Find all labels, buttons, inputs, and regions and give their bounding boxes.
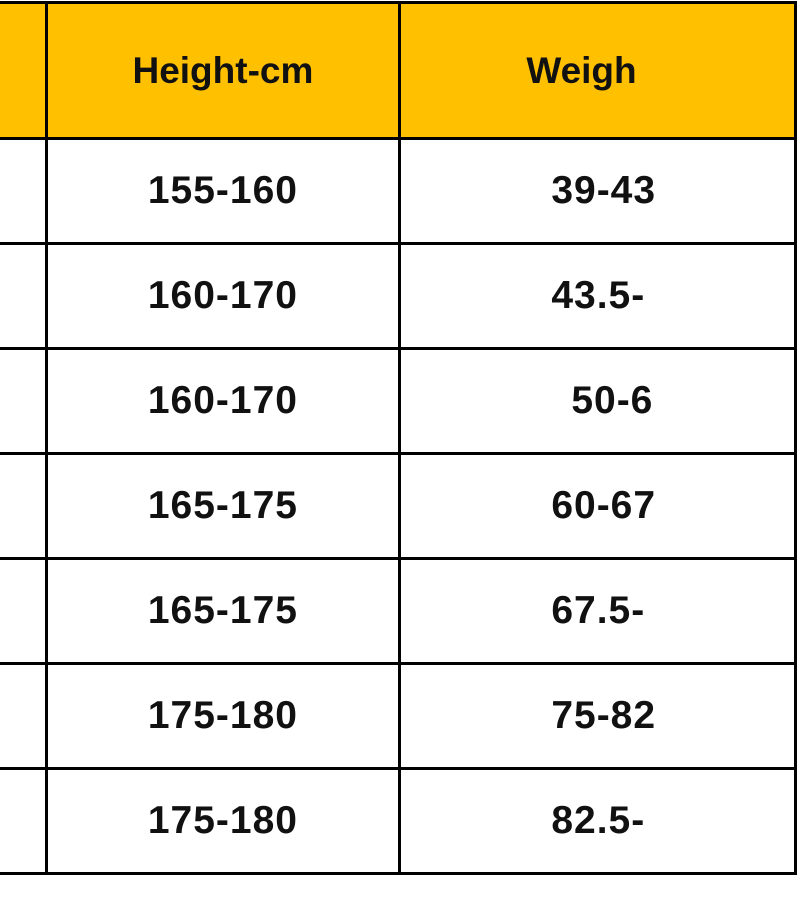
size-chart-table: Height-cm Weigh 155-160 39-43 160-170 43.5-… [0,1,797,875]
height-cell: 175-180 [44,767,402,875]
height-cell: 155-160 [44,137,402,245]
weight-cell: 75-82 [398,662,797,770]
header-size [0,1,48,140]
height-cell: 175-180 [44,662,402,770]
height-cell: 165-175 [44,557,402,665]
size-cell [0,557,48,665]
table-row: 165-175 60-67 [0,452,797,560]
size-cell [0,242,48,350]
weight-cell: 43.5- [398,242,797,350]
header-weight: Weigh [398,1,797,140]
size-cell [0,137,48,245]
size-cell [0,767,48,875]
header-height: Height-cm [44,1,402,140]
table-row: 175-180 82.5- [0,767,797,875]
weight-cell: 82.5- [398,767,797,875]
size-cell [0,347,48,455]
header-row: Height-cm Weigh [0,1,797,140]
table-row: 160-170 43.5- [0,242,797,350]
weight-cell: 50-6 [398,347,797,455]
height-cell: 160-170 [44,347,402,455]
size-cell [0,662,48,770]
weight-cell: 60-67 [398,452,797,560]
size-cell [0,452,48,560]
table-row: 165-175 67.5- [0,557,797,665]
weight-cell: 67.5- [398,557,797,665]
height-cell: 165-175 [44,452,402,560]
table-row: 155-160 39-43 [0,137,797,245]
height-cell: 160-170 [44,242,402,350]
table-row: 175-180 75-82 [0,662,797,770]
table-row: 160-170 50-6 [0,347,797,455]
weight-cell: 39-43 [398,137,797,245]
